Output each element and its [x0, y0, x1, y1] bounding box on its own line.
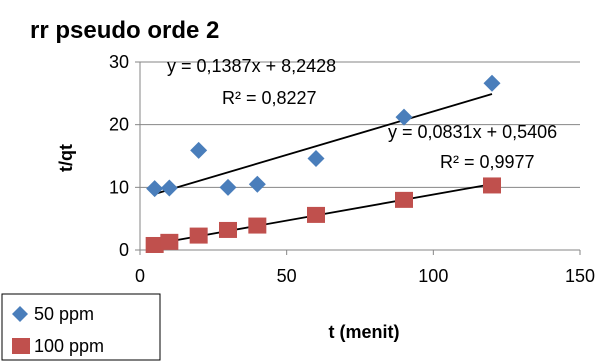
- data-point-series-0: [160, 179, 178, 197]
- data-point-series-0: [190, 141, 208, 159]
- x-axis-title: t (menit): [329, 322, 400, 342]
- y-tick-label: 0: [119, 240, 129, 260]
- data-point-series-1: [219, 221, 237, 238]
- data-point-series-0: [307, 150, 325, 168]
- data-point-series-1: [189, 227, 208, 244]
- data-points: [145, 74, 501, 253]
- x-tick-label: 50: [277, 266, 297, 286]
- legend: 50 ppm 100 ppm: [1, 293, 161, 361]
- chart-title: rr pseudo orde 2: [30, 17, 219, 44]
- data-point-series-0: [146, 180, 164, 198]
- y-tick-label: 20: [109, 115, 129, 135]
- equation-50ppm: y = 0,1387x + 8,2428: [167, 56, 336, 76]
- data-point-series-1: [307, 206, 325, 223]
- y-tick-label: 10: [109, 177, 129, 197]
- equation-100ppm: y = 0,0831x + 0,5406: [388, 122, 557, 142]
- data-point-series-1: [248, 217, 267, 234]
- data-point-series-0: [395, 108, 413, 126]
- x-tick-label: 100: [418, 266, 448, 286]
- data-point-series-0: [219, 178, 237, 196]
- r2-50ppm: R² = 0,8227: [222, 88, 317, 108]
- data-point-series-0: [248, 175, 266, 193]
- legend-label-50ppm: 50 ppm: [34, 304, 94, 324]
- x-tick-labels: 0 50 100 150: [135, 266, 595, 286]
- data-point-series-1: [483, 177, 501, 194]
- data-point-series-1: [395, 191, 413, 208]
- y-tick-labels: 0 10 20 30: [109, 52, 129, 260]
- data-point-series-1: [145, 236, 164, 253]
- trendline-series-0: [154, 93, 493, 195]
- legend-label-100ppm: 100 ppm: [34, 336, 104, 356]
- legend-marker-50ppm: [12, 306, 28, 322]
- x-tick-label: 0: [135, 266, 145, 286]
- data-point-series-0: [483, 74, 501, 92]
- data-point-series-1: [160, 233, 179, 250]
- axes: [135, 61, 581, 255]
- y-tick-label: 30: [109, 52, 129, 72]
- r2-100ppm: R² = 0,9977: [440, 152, 535, 172]
- legend-marker-100ppm: [12, 338, 30, 354]
- y-axis-title: t/qt: [56, 144, 76, 172]
- gridlines: [140, 61, 580, 188]
- x-tick-label: 150: [565, 266, 595, 286]
